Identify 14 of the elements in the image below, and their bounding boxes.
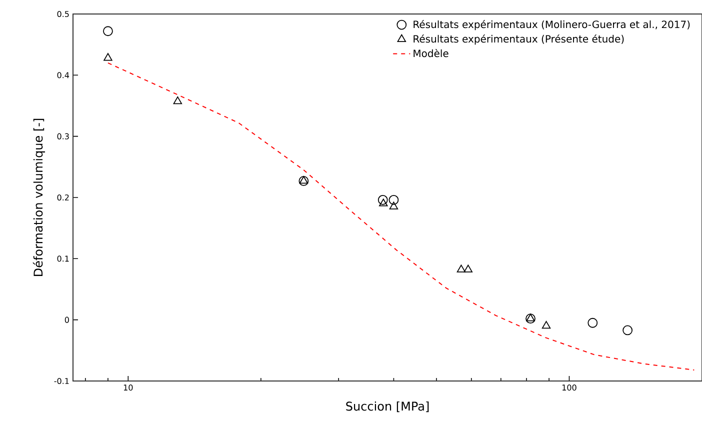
y-tick-label: 0.4 [57, 72, 70, 78]
y-tick-label: -0.1 [54, 378, 69, 384]
y-tick-label: 0.5 [57, 10, 69, 18]
y-tick-label: 0.2 [57, 194, 69, 201]
legend-label: Résultats expérimentaux (Molinero-Guerra et al., 2017) [414, 20, 690, 30]
y-tick-label: 0 [64, 316, 69, 323]
y-axis-title: Déformation volumique [-] [32, 118, 46, 276]
legend-label: Modèle [414, 49, 448, 58]
x-axis-title: Succion [MPa] [346, 401, 429, 412]
legend-label: Résultats expérimentaux (Présente étude) [414, 34, 624, 45]
x-tick-label: 10 [124, 384, 133, 391]
y-tick-label: 0.1 [57, 256, 69, 262]
y-tick-label: 0.3 [57, 133, 69, 140]
x-tick-label: 100 [562, 384, 576, 391]
